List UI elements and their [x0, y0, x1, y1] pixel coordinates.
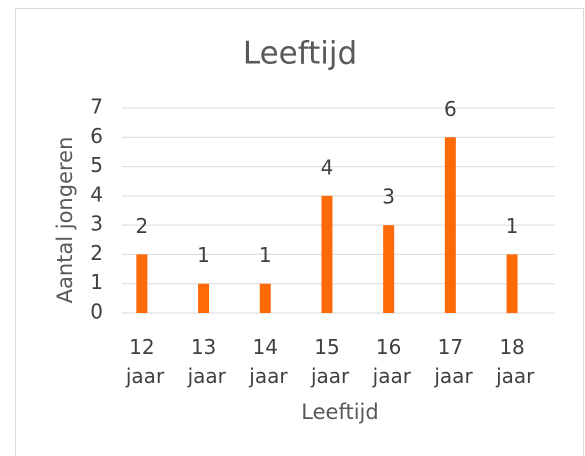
data-label: 4 [321, 155, 334, 179]
bar [198, 283, 210, 313]
y-axis-title: Aantal jongeren [53, 137, 77, 304]
data-label: 3 [382, 185, 395, 209]
y-tick-label: 4 [90, 182, 103, 206]
x-tick-label: 15 jaar [305, 335, 350, 388]
x-tick-label: 13 jaar [181, 335, 226, 388]
bar [506, 254, 518, 313]
x-tick-label: 14 jaar [243, 335, 288, 388]
data-label: 2 [135, 214, 148, 238]
data-label: 1 [197, 243, 210, 267]
y-tick-label: 6 [90, 124, 103, 148]
bar [321, 195, 333, 313]
y-tick-label: 5 [90, 153, 103, 177]
chart-title: Leeftijd [243, 36, 357, 72]
x-tick-label: 17 jaar [428, 335, 473, 388]
y-tick-label: 0 [90, 300, 103, 324]
y-tick-label: 1 [90, 270, 103, 294]
data-label: 1 [506, 214, 519, 238]
data-label: 1 [259, 243, 272, 267]
chart-frame [15, 8, 584, 456]
bar [259, 283, 271, 313]
data-label: 6 [444, 97, 457, 121]
x-tick-label: 12 jaar [120, 335, 165, 388]
x-tick-label: 16 jaar [366, 335, 411, 388]
y-tick-label: 3 [90, 212, 103, 236]
y-tick-label: 2 [90, 241, 103, 265]
bar [136, 254, 148, 313]
x-tick-label: 18 jaar [490, 335, 535, 388]
x-axis-title: Leeftijd [301, 400, 378, 424]
bar [444, 137, 456, 313]
bar [383, 225, 395, 313]
y-tick-label: 7 [90, 95, 103, 119]
